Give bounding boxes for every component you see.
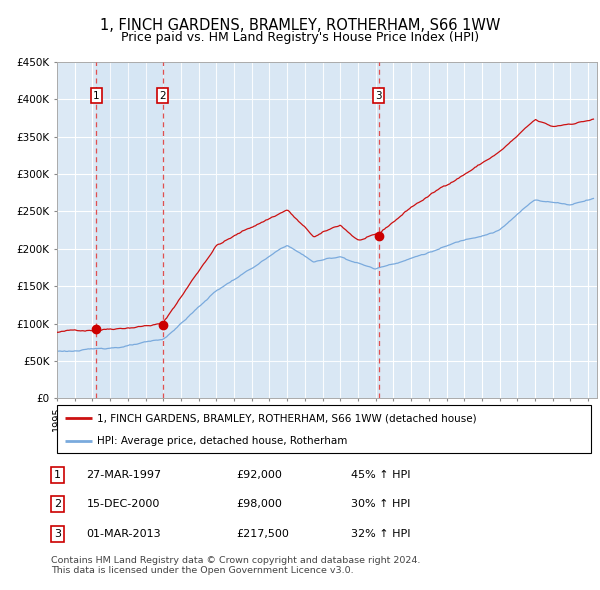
Text: 2: 2 — [54, 499, 61, 509]
Text: 15-DEC-2000: 15-DEC-2000 — [86, 499, 160, 509]
Text: £217,500: £217,500 — [236, 529, 290, 539]
Text: £92,000: £92,000 — [236, 470, 283, 480]
Text: £98,000: £98,000 — [236, 499, 283, 509]
Text: 1, FINCH GARDENS, BRAMLEY, ROTHERHAM, S66 1WW (detached house): 1, FINCH GARDENS, BRAMLEY, ROTHERHAM, S6… — [97, 413, 476, 423]
Text: 1: 1 — [93, 91, 100, 100]
Text: 3: 3 — [54, 529, 61, 539]
Text: 1: 1 — [54, 470, 61, 480]
Text: 2: 2 — [159, 91, 166, 100]
Text: 01-MAR-2013: 01-MAR-2013 — [86, 529, 161, 539]
Text: HPI: Average price, detached house, Rotherham: HPI: Average price, detached house, Roth… — [97, 435, 347, 445]
Text: 27-MAR-1997: 27-MAR-1997 — [86, 470, 161, 480]
Bar — [97, 62, 163, 398]
Text: 3: 3 — [375, 91, 382, 100]
Text: 32% ↑ HPI: 32% ↑ HPI — [352, 529, 411, 539]
Text: 1, FINCH GARDENS, BRAMLEY, ROTHERHAM, S66 1WW: 1, FINCH GARDENS, BRAMLEY, ROTHERHAM, S6… — [100, 18, 500, 32]
FancyBboxPatch shape — [57, 405, 591, 453]
Text: 45% ↑ HPI: 45% ↑ HPI — [352, 470, 411, 480]
Text: Contains HM Land Registry data © Crown copyright and database right 2024.
This d: Contains HM Land Registry data © Crown c… — [51, 556, 421, 575]
Text: 30% ↑ HPI: 30% ↑ HPI — [352, 499, 410, 509]
Bar — [163, 62, 379, 398]
Text: Price paid vs. HM Land Registry's House Price Index (HPI): Price paid vs. HM Land Registry's House … — [121, 31, 479, 44]
